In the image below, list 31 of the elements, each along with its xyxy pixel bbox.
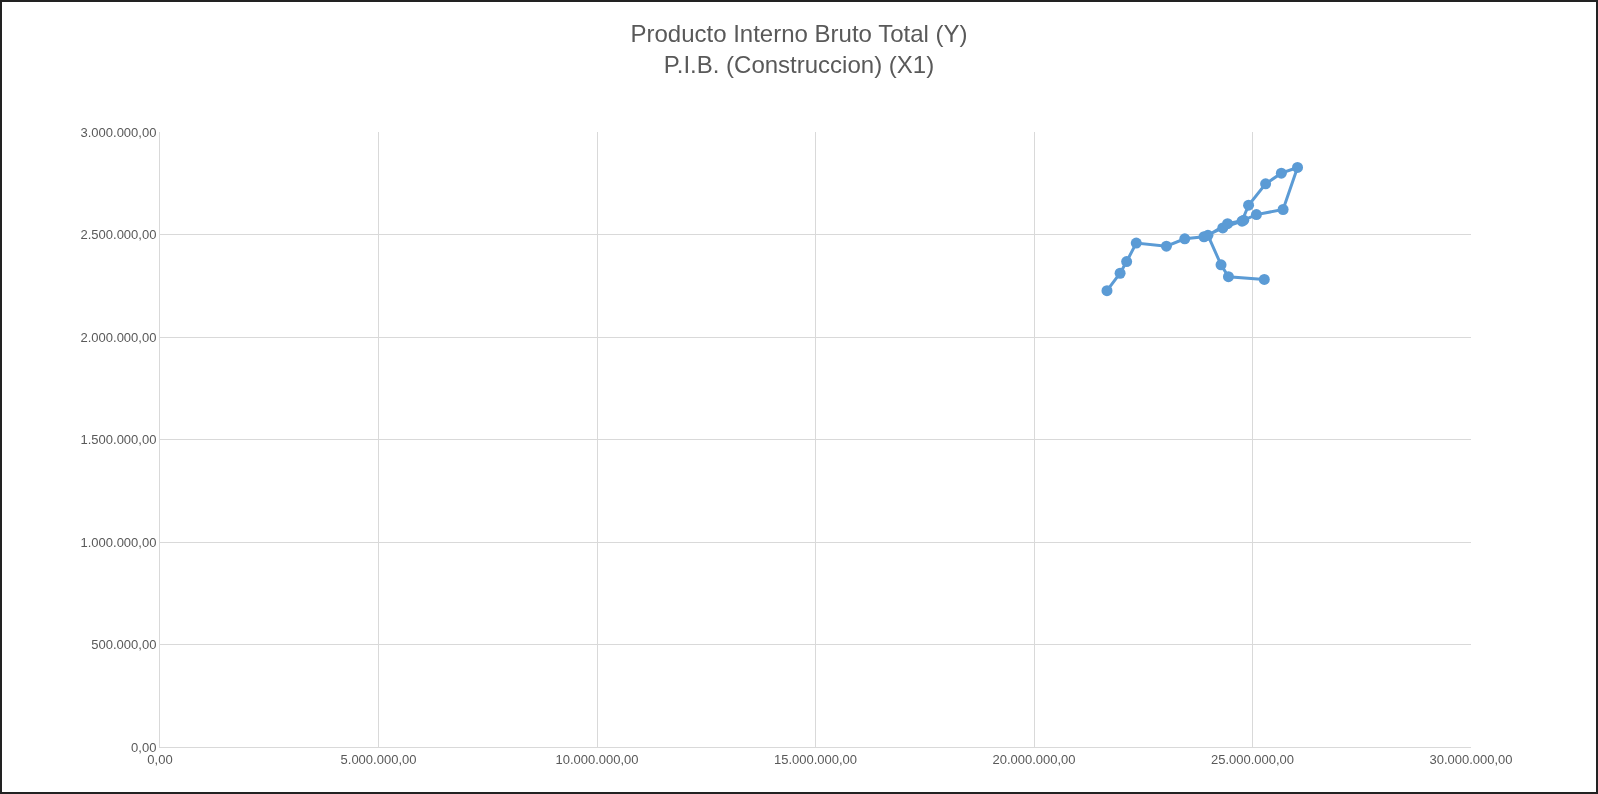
x-tick-label: 10.000.000,00 [555, 751, 639, 767]
x-tick-label: 25.000.000,00 [1210, 751, 1295, 767]
point [1275, 167, 1287, 179]
y-tick-label: 1.000.000,00 [80, 534, 157, 550]
point [1292, 161, 1304, 173]
point [1250, 209, 1262, 221]
point [1121, 256, 1133, 268]
point [1160, 240, 1172, 252]
point [1243, 199, 1255, 211]
x-tick-label: 15.000.000,00 [773, 751, 858, 767]
point [1215, 259, 1227, 271]
point [1258, 273, 1270, 285]
point [1130, 237, 1142, 249]
y-tick-label: 1.500.000,00 [80, 432, 157, 448]
point [1222, 218, 1234, 230]
y-tick-label: 2.000.000,00 [80, 329, 157, 345]
chart-subtitle: P.I.B. (Construccion) (X1) [663, 50, 935, 78]
point [1179, 233, 1191, 245]
x-tick-label: 5.000.000,00 [340, 751, 417, 767]
chart-title: Producto Interno Bruto Total (Y) [630, 19, 968, 47]
point [1222, 271, 1234, 283]
point [1202, 229, 1214, 241]
x-tick-label: 20.000.000,00 [992, 751, 1076, 767]
y-tick-label: 3.000.000,00 [80, 124, 157, 140]
point [1277, 203, 1289, 215]
point [1260, 178, 1272, 190]
point [1101, 285, 1113, 297]
y-tick-label: 500.000,00 [91, 637, 157, 653]
y-tick-label: 2.500.000,00 [80, 227, 157, 243]
x-tick-label: 30.000.000,00 [1429, 751, 1513, 767]
point [1114, 267, 1126, 279]
